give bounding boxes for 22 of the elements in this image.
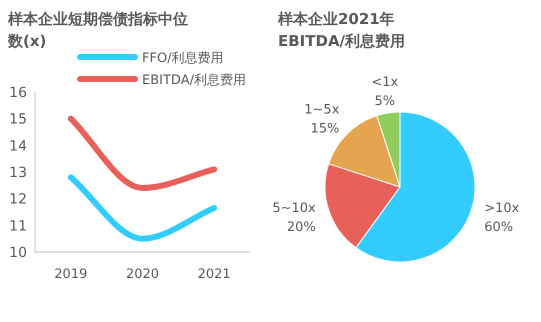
y-tick-label: 11 bbox=[9, 218, 27, 234]
y-tick-label: 13 bbox=[9, 165, 27, 181]
y-tick-label: 12 bbox=[9, 192, 27, 208]
legend-label: FFO/利息费用 bbox=[142, 51, 224, 66]
y-tick-label: 16 bbox=[9, 85, 28, 101]
y-tick-label: 14 bbox=[9, 138, 28, 154]
x-tick-label: 2019 bbox=[54, 267, 88, 282]
chart-title: 样本企业2021年EBITDA/利息费用 bbox=[278, 9, 406, 52]
x-tick-label: 2021 bbox=[198, 267, 231, 282]
x-tick-label: 2020 bbox=[126, 267, 160, 282]
y-tick-label: 10 bbox=[9, 245, 27, 261]
y-tick-label: 15 bbox=[9, 112, 27, 128]
data-label: 60% bbox=[484, 220, 514, 235]
slice-label: >10x bbox=[484, 200, 520, 216]
slice-label: 5~10x bbox=[272, 200, 316, 216]
data-label: 20% bbox=[286, 220, 316, 235]
data-label: 5% bbox=[374, 94, 396, 110]
slice-label: 1~5x bbox=[304, 102, 340, 118]
data-label: 15% bbox=[310, 121, 340, 136]
chart-title: 样本企业短期偿债指标中位数(x) bbox=[8, 9, 188, 51]
slice-label: <1x bbox=[371, 75, 399, 90]
legend-label: EBITDA/利息费用 bbox=[142, 73, 246, 88]
